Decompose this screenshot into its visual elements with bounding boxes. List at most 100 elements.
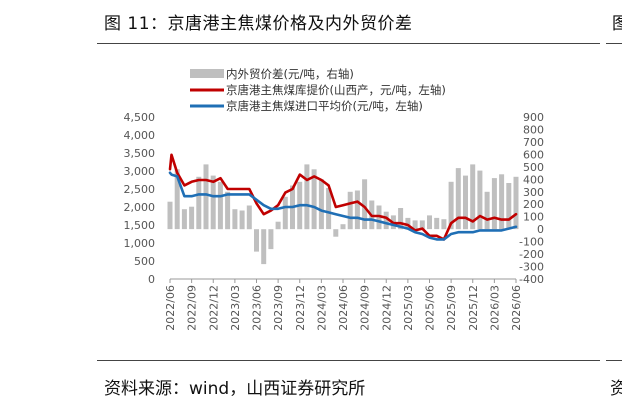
right-tick-label: 400	[523, 173, 544, 186]
spread-bar	[405, 217, 411, 230]
spread-bar	[513, 176, 519, 230]
x-tick-label: 2023/06	[251, 285, 264, 331]
spread-bar	[181, 209, 187, 230]
left-tick-label: 1,500	[124, 219, 156, 232]
x-tick-label: 2024/06	[337, 285, 350, 331]
spread-bar	[282, 196, 288, 230]
spread-bar	[232, 209, 238, 230]
x-tick-label: 2025/09	[445, 285, 458, 331]
right-tick-label: 700	[523, 136, 544, 149]
left-tick-label: 3,500	[124, 147, 156, 160]
spread-bar	[304, 164, 310, 230]
x-tick-label: 2026/06	[510, 285, 523, 331]
x-tick-label: 2026/03	[488, 285, 501, 331]
spread-bar	[225, 191, 231, 230]
next-figure-title-fragment: 图	[612, 14, 622, 34]
right-tick-label: 100	[523, 211, 544, 224]
spread-bar	[210, 175, 216, 230]
spread-bar	[477, 170, 483, 230]
right-tick-label: 200	[523, 198, 544, 211]
spread-bar	[217, 181, 223, 230]
title-divider	[97, 43, 600, 44]
x-tick-label: 2025/06	[424, 285, 437, 331]
x-tick-label: 2025/03	[402, 285, 415, 331]
legend-label: 内外贸价差(元/吨，右轴)	[226, 67, 354, 81]
spread-bar	[419, 220, 425, 230]
right-tick-label: -400	[519, 273, 544, 286]
spread-bar	[383, 211, 389, 230]
next-figure-divider	[606, 43, 622, 44]
right-tick-label: -200	[519, 248, 544, 261]
left-axis: 0 500 1,000 1,500 2,000 2,500 3,000 3,500 4,000 4…	[124, 111, 156, 286]
spread-bar	[362, 179, 368, 230]
x-tick-label: 2023/09	[272, 285, 285, 331]
right-tick-label: 600	[523, 148, 544, 161]
spread-bar	[268, 229, 274, 250]
left-tick-label: 2,000	[124, 201, 156, 214]
x-axis: 2022/06 2022/09 2022/12 2023/03 2023/06 2023/…	[164, 278, 523, 331]
left-tick-label: 3,000	[124, 165, 156, 178]
spread-bar	[499, 174, 505, 230]
spread-bar	[470, 164, 476, 230]
right-tick-label: -300	[519, 261, 544, 274]
right-axis: -400-300-200-100010020030040050060070080…	[519, 111, 544, 286]
x-tick-label: 2023/03	[229, 285, 242, 331]
figure-title: 图 11：京唐港主焦煤价格及内外贸价差	[104, 14, 413, 34]
x-tick-label: 2024/09	[359, 285, 372, 331]
spread-bar	[340, 224, 346, 230]
x-tick-label: 2025/12	[467, 285, 480, 331]
spread-bar	[246, 205, 252, 230]
spread-bar	[434, 217, 440, 230]
x-tick-label: 2022/09	[186, 285, 199, 331]
right-tick-label: 0	[537, 223, 544, 236]
x-tick-label: 2024/12	[380, 285, 393, 331]
spread-bar	[412, 220, 418, 230]
legend: 内外贸价差(元/吨，右轴) 京唐港主焦煤库提价(山西产，元/吨，左轴) 京唐港主焦煤…	[190, 67, 446, 113]
x-tick-label: 2022/06	[164, 285, 177, 331]
left-tick-label: 4,500	[124, 111, 156, 124]
spread-bar	[376, 205, 382, 230]
spread-bar	[174, 169, 180, 230]
spread-bar	[441, 219, 447, 230]
spread-bar	[455, 168, 461, 230]
left-tick-label: 1,000	[124, 237, 156, 250]
spread-bar	[427, 215, 432, 230]
spread-bar	[354, 190, 360, 230]
spread-bar	[398, 208, 404, 230]
right-tick-label: 300	[523, 186, 544, 199]
spread-bar	[333, 229, 339, 237]
spread-bar	[491, 178, 497, 230]
x-tick-label: 2022/12	[207, 285, 220, 331]
spread-bar	[448, 181, 454, 230]
spread-bar	[463, 175, 468, 230]
legend-label: 京唐港主焦煤进口平均价(元/吨，左轴)	[226, 99, 423, 113]
next-figure-source-divider	[606, 360, 622, 361]
spread-bar	[484, 191, 490, 230]
spread-bar	[254, 229, 259, 252]
import-price-line	[168, 171, 518, 241]
source-note: 资料来源：wind，山西证券研究所	[104, 379, 366, 399]
spread-bar	[506, 183, 512, 230]
spread-bar	[196, 176, 202, 230]
bar-series-group	[167, 164, 519, 265]
right-tick-label: 500	[523, 161, 544, 174]
x-tick-label: 2024/03	[315, 285, 328, 331]
right-tick-label: 800	[523, 123, 544, 136]
spread-bar	[167, 201, 173, 230]
left-tick-label: 2,500	[124, 183, 156, 196]
spread-bar	[261, 229, 267, 265]
domestic-price-line	[168, 153, 518, 241]
x-tick-label: 2023/12	[294, 285, 307, 331]
spread-bar	[203, 164, 209, 230]
spread-bar	[311, 169, 317, 230]
left-tick-label: 500	[134, 255, 155, 268]
spread-bar	[189, 206, 195, 230]
spread-bar	[326, 188, 332, 230]
right-tick-label: -100	[519, 236, 544, 249]
left-tick-label: 0	[148, 273, 155, 286]
spread-bar	[239, 210, 245, 230]
source-divider	[97, 360, 600, 361]
next-figure-source-fragment: 资	[610, 379, 622, 399]
line-series-group	[168, 153, 518, 241]
